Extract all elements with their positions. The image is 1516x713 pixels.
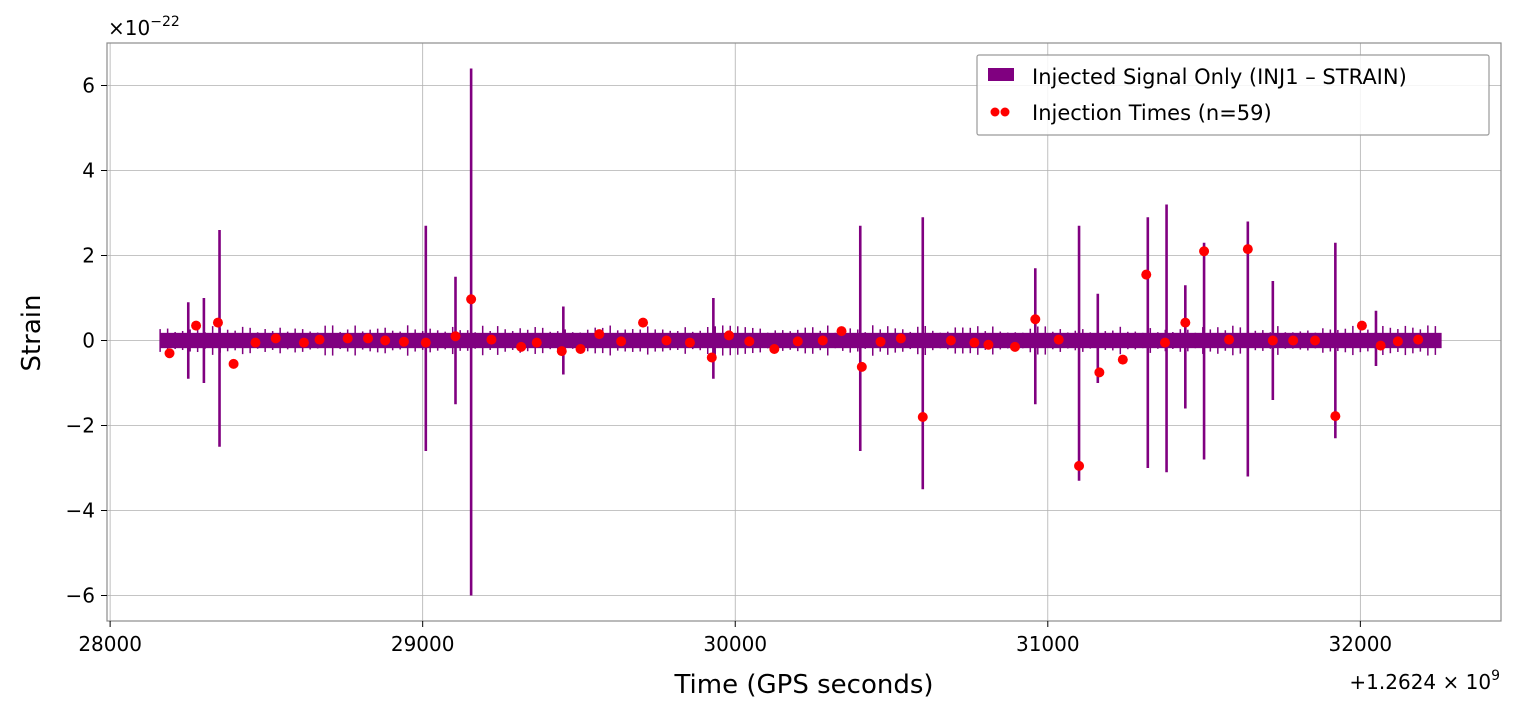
injection-point	[398, 336, 409, 347]
injection-point	[895, 333, 906, 344]
injection-point	[420, 337, 431, 348]
injection-point	[1413, 334, 1424, 345]
injection-point	[531, 337, 542, 348]
injection-point	[744, 336, 755, 347]
legend-swatch-signal	[988, 68, 1014, 81]
plot-frame	[106, 42, 1502, 622]
injection-point	[1224, 334, 1235, 345]
injection-point	[1356, 320, 1367, 331]
injection-point	[575, 344, 586, 354]
injection-point	[380, 335, 391, 346]
injection-point	[723, 330, 734, 341]
injection-point	[856, 361, 867, 372]
injection-point	[362, 333, 373, 344]
injection-point	[1267, 335, 1278, 346]
injection-point	[1199, 246, 1210, 257]
x-tick-label: 32000	[1329, 632, 1393, 656]
y-scale-exponent: −22	[150, 14, 180, 30]
x-offset-base: +1.2624 × 10	[1349, 670, 1491, 694]
injection-point	[164, 348, 175, 359]
y-scale-base: ×10	[108, 16, 150, 40]
injection-point	[1053, 334, 1064, 345]
injection-point	[450, 331, 461, 342]
injection-point	[1030, 314, 1041, 325]
injection-point	[706, 352, 717, 363]
legend-marker-injection-2	[1000, 107, 1010, 117]
x-tick-label: 28000	[78, 632, 142, 656]
y-tick-label: 6	[82, 74, 95, 98]
y-tick-label: 2	[82, 244, 95, 268]
injection-point	[250, 337, 261, 348]
injection-point	[817, 335, 828, 346]
legend-label-injection-times: Injection Times (n=59)	[1032, 101, 1272, 125]
injection-point	[1117, 354, 1128, 365]
injection-point	[466, 294, 477, 305]
injection-point	[792, 336, 803, 347]
series-injection-times	[164, 244, 1424, 471]
injection-point	[1074, 460, 1085, 471]
y-tick-label: −2	[66, 414, 95, 438]
x-tick-label: 29000	[391, 632, 455, 656]
y-tick-label: 4	[82, 159, 95, 183]
injection-point	[945, 335, 956, 346]
injection-point	[516, 341, 527, 352]
injection-point	[917, 412, 928, 422]
injection-point	[661, 335, 672, 346]
injection-point	[969, 337, 980, 348]
y-axis-scale-label: ×10−22	[108, 14, 180, 40]
injection-point	[1310, 335, 1321, 346]
x-axis-label: Time (GPS seconds)	[673, 670, 933, 700]
injection-point	[594, 329, 605, 340]
legend-label-signal: Injected Signal Only (INJ1 – STRAIN)	[1032, 65, 1407, 89]
injection-point	[314, 334, 325, 345]
injection-point	[983, 339, 994, 350]
injection-point	[191, 320, 202, 331]
injection-point	[1242, 244, 1253, 255]
y-axis-label: Strain	[17, 294, 47, 371]
x-offset-exponent: 9	[1491, 668, 1500, 684]
injection-point	[212, 317, 223, 328]
injection-point	[556, 346, 567, 357]
y-tick-label: −6	[66, 584, 95, 608]
injection-point	[270, 333, 281, 344]
x-axis-offset-label: +1.2624 × 109	[1349, 668, 1500, 694]
injection-point	[875, 336, 886, 347]
injection-point	[298, 337, 309, 348]
injection-point	[1094, 367, 1105, 378]
injection-point	[1330, 411, 1341, 422]
injection-point	[1160, 337, 1171, 348]
injection-point	[616, 336, 627, 347]
injection-point	[684, 337, 695, 348]
legend-frame	[976, 54, 1490, 136]
injection-point	[769, 344, 780, 354]
legend-marker-injection-1	[990, 107, 1000, 117]
injection-point	[638, 317, 649, 328]
injection-point	[1375, 340, 1386, 351]
ticks: 28000 29000 30000 31000 32000 6 4 2 0 −2 −4 −6	[66, 74, 1393, 657]
y-tick-label: −4	[66, 499, 95, 523]
x-tick-label: 30000	[703, 632, 767, 656]
injection-point	[486, 334, 497, 345]
y-tick-label: 0	[82, 329, 95, 353]
x-tick-label: 31000	[1016, 632, 1080, 656]
injection-point	[1009, 341, 1020, 352]
injection-point	[342, 333, 353, 344]
legend: Injected Signal Only (INJ1 – STRAIN) Inj…	[976, 54, 1490, 136]
injection-point	[1141, 269, 1152, 280]
injection-point	[1288, 335, 1299, 346]
injection-point	[228, 358, 239, 369]
injection-point	[1392, 336, 1403, 347]
injection-point	[1180, 317, 1191, 328]
injection-point	[836, 326, 847, 337]
